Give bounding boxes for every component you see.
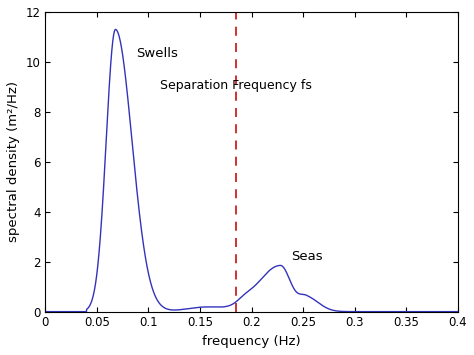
Y-axis label: spectral density (m²/Hz): spectral density (m²/Hz) xyxy=(7,81,20,242)
Text: Separation Frequency fs: Separation Frequency fs xyxy=(160,80,312,92)
Text: Seas: Seas xyxy=(291,250,322,263)
X-axis label: frequency (Hz): frequency (Hz) xyxy=(202,335,301,348)
Text: Swells: Swells xyxy=(136,47,178,60)
